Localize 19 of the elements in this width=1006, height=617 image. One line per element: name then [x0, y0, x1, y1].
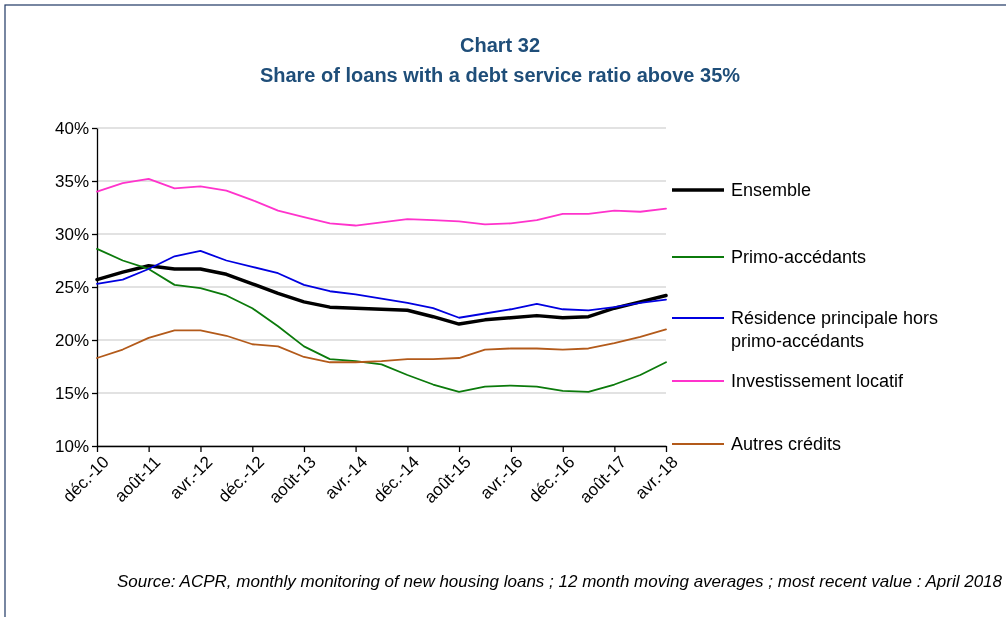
line-series: [96, 177, 667, 227]
y-tick-label: 35%: [54, 171, 89, 191]
chart-title: Chart 32: [459, 34, 541, 56]
line-series: [96, 250, 667, 319]
line-series: [96, 247, 667, 393]
chart-subtitle: Share of loans with a debt service ratio above 35%: [259, 64, 741, 86]
y-tick-label: 15%: [54, 383, 89, 403]
legend-label: Ensemble: [731, 180, 812, 200]
legend-label: Investissement locatif: [731, 371, 905, 391]
legend-label: Résidence principale hors primo-accédants: [731, 308, 939, 351]
y-tick-label: 20%: [54, 330, 89, 350]
source-note: Source: ACPR, monthly monitoring of new housing loans ; 12 month moving averages ; most recent value : April 2018: [116, 572, 1003, 591]
y-tick-label: 30%: [54, 224, 89, 244]
y-tick-label: 40%: [54, 118, 89, 138]
line-series: [96, 328, 667, 364]
legend-label: Autres crédits: [731, 434, 842, 454]
legend-label: Primo-accédants: [731, 247, 867, 267]
y-tick-label: 10%: [54, 436, 89, 456]
y-tick-label: 25%: [54, 277, 89, 297]
